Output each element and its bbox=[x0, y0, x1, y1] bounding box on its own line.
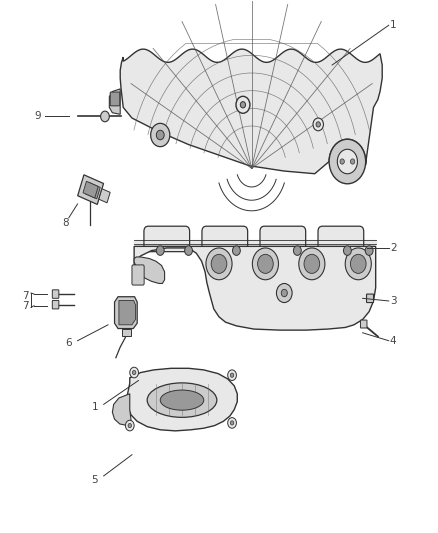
FancyBboxPatch shape bbox=[260, 226, 306, 252]
Circle shape bbox=[313, 118, 323, 131]
Circle shape bbox=[206, 248, 232, 280]
Polygon shape bbox=[113, 394, 131, 425]
Circle shape bbox=[101, 111, 110, 122]
Ellipse shape bbox=[147, 383, 217, 417]
Circle shape bbox=[132, 370, 136, 375]
FancyBboxPatch shape bbox=[52, 301, 59, 309]
Polygon shape bbox=[121, 328, 131, 336]
Text: 2: 2 bbox=[390, 243, 396, 253]
Circle shape bbox=[151, 123, 170, 147]
Text: 1: 1 bbox=[390, 20, 396, 30]
FancyBboxPatch shape bbox=[110, 92, 120, 106]
Circle shape bbox=[228, 370, 237, 381]
Circle shape bbox=[345, 248, 371, 280]
Circle shape bbox=[230, 373, 234, 377]
Polygon shape bbox=[83, 181, 98, 198]
Polygon shape bbox=[78, 175, 103, 205]
Polygon shape bbox=[110, 89, 120, 114]
Circle shape bbox=[125, 420, 134, 431]
Circle shape bbox=[211, 254, 227, 273]
Circle shape bbox=[350, 254, 366, 273]
Circle shape bbox=[299, 248, 325, 280]
Polygon shape bbox=[119, 301, 135, 325]
Text: 8: 8 bbox=[63, 218, 69, 228]
Circle shape bbox=[258, 254, 273, 273]
Polygon shape bbox=[85, 182, 100, 199]
FancyBboxPatch shape bbox=[144, 226, 190, 252]
Circle shape bbox=[281, 289, 287, 297]
FancyBboxPatch shape bbox=[360, 320, 367, 328]
Circle shape bbox=[228, 418, 237, 428]
Circle shape bbox=[329, 139, 366, 184]
Circle shape bbox=[337, 149, 357, 174]
Polygon shape bbox=[127, 368, 237, 431]
Circle shape bbox=[240, 102, 246, 108]
Circle shape bbox=[365, 246, 373, 255]
Text: 9: 9 bbox=[34, 111, 41, 122]
Circle shape bbox=[130, 367, 138, 378]
Polygon shape bbox=[115, 297, 137, 328]
Circle shape bbox=[350, 159, 355, 164]
Circle shape bbox=[185, 246, 192, 255]
Circle shape bbox=[156, 130, 164, 140]
Circle shape bbox=[276, 284, 292, 303]
Circle shape bbox=[340, 159, 344, 164]
Text: 3: 3 bbox=[390, 296, 396, 306]
Polygon shape bbox=[120, 49, 382, 174]
Polygon shape bbox=[134, 257, 165, 284]
Circle shape bbox=[230, 421, 234, 425]
Circle shape bbox=[316, 122, 321, 127]
Text: 7: 7 bbox=[22, 301, 28, 311]
Text: 1: 1 bbox=[92, 402, 98, 412]
Circle shape bbox=[236, 96, 250, 114]
FancyBboxPatch shape bbox=[318, 226, 364, 252]
Text: 7: 7 bbox=[22, 290, 28, 301]
Circle shape bbox=[304, 254, 320, 273]
FancyBboxPatch shape bbox=[132, 265, 144, 285]
Circle shape bbox=[252, 248, 279, 280]
Polygon shape bbox=[99, 189, 110, 203]
FancyBboxPatch shape bbox=[52, 290, 59, 298]
Text: 4: 4 bbox=[390, 336, 396, 346]
Circle shape bbox=[128, 423, 131, 427]
Circle shape bbox=[293, 246, 301, 255]
Circle shape bbox=[156, 246, 164, 255]
FancyBboxPatch shape bbox=[202, 226, 247, 252]
Ellipse shape bbox=[160, 390, 204, 410]
Text: 6: 6 bbox=[66, 338, 72, 349]
Circle shape bbox=[233, 246, 240, 255]
FancyBboxPatch shape bbox=[367, 294, 374, 303]
Text: 5: 5 bbox=[92, 475, 98, 484]
Polygon shape bbox=[134, 246, 376, 330]
Circle shape bbox=[343, 246, 351, 255]
